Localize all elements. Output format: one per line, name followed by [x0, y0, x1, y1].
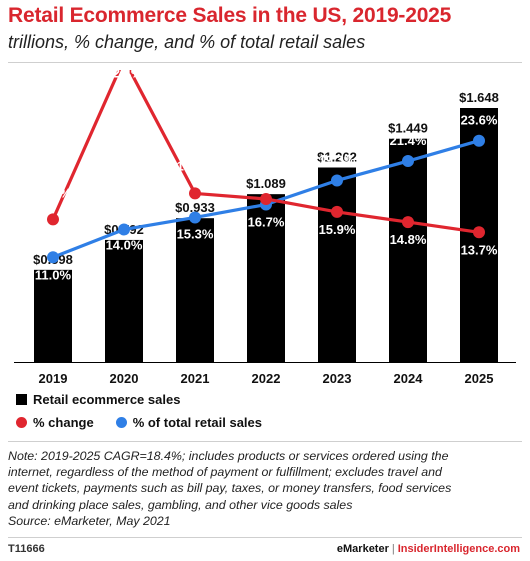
- chart-title: Retail Ecommerce Sales in the US, 2019-2…: [8, 4, 452, 27]
- x-tick-label: 2021: [181, 371, 210, 386]
- change-point: [473, 226, 485, 239]
- note-divider: [8, 441, 522, 442]
- x-tick-label: 2022: [252, 371, 281, 386]
- bar: [247, 194, 285, 362]
- change-value-label: 14.8%: [390, 232, 427, 247]
- share-value-label: 19.3%: [319, 152, 356, 167]
- legend-change-label: % change: [33, 415, 94, 430]
- change-value-label: 15.9%: [319, 222, 356, 237]
- change-value-label: 15.1%: [35, 185, 72, 200]
- legend-lines: % change % of total retail sales: [16, 415, 262, 430]
- note-line: internet, regardless of the method of pa…: [8, 465, 442, 480]
- share-point: [402, 155, 414, 168]
- footnote: Note: 2019-2025 CAGR=18.4%; includes pro…: [8, 448, 520, 529]
- x-tick-label: 2025: [465, 371, 494, 386]
- share-point: [189, 211, 201, 224]
- bar-value-label: $0.933: [175, 200, 215, 215]
- x-tick-label: 2023: [323, 371, 352, 386]
- share-value-label: 21.4%: [390, 133, 427, 148]
- change-value-label: 13.7%: [461, 242, 498, 257]
- share-value-label: 11.0%: [35, 267, 72, 282]
- share-point: [118, 223, 130, 236]
- change-point: [331, 205, 343, 218]
- share-point: [331, 174, 343, 187]
- note-line: and drinking place sales, gambling, and …: [8, 497, 353, 512]
- change-point: [189, 187, 201, 200]
- brand-insider: InsiderIntelligence.com: [397, 543, 520, 555]
- bar: [389, 138, 427, 362]
- change-value-label: 32.4%: [106, 70, 143, 80]
- x-tick-label: 2020: [110, 371, 139, 386]
- bar-value-label: $1.449: [388, 121, 428, 136]
- top-divider: [8, 62, 522, 63]
- x-tick-label: 2024: [394, 371, 424, 386]
- share-value-label: 23.6%: [461, 113, 498, 128]
- bar-value-label: $1.089: [246, 176, 286, 191]
- legend-bars-label: Retail ecommerce sales: [33, 392, 181, 407]
- share-point: [473, 134, 485, 147]
- legend-share: % of total retail sales: [115, 415, 263, 430]
- legend-share-label: % of total retail sales: [132, 415, 263, 430]
- footer-divider: [8, 537, 522, 538]
- bar-value-label: $1.262: [317, 149, 357, 164]
- legend-bar-swatch: [16, 394, 27, 405]
- source-line: Source: eMarketer, May 2021: [8, 513, 171, 528]
- legend-change-dot: [16, 417, 27, 428]
- bar-value-label: $1.648: [459, 90, 499, 105]
- change-value-label: 17.3%: [248, 165, 285, 180]
- bar: [176, 218, 214, 362]
- bar: [105, 239, 143, 362]
- brand-credit: eMarketer | InsiderIntelligence.com: [337, 543, 520, 555]
- share-value-label: 14.0%: [106, 238, 143, 253]
- share-value-label: 16.7%: [248, 215, 285, 230]
- share-point: [47, 251, 59, 264]
- x-tick-label: 2019: [39, 371, 68, 386]
- change-point: [260, 192, 272, 205]
- chart-id: T11666: [8, 543, 45, 555]
- bar: [34, 269, 72, 362]
- note-line: event tickets, payments such as bill pay…: [8, 481, 452, 496]
- combo-chart: $0.598$0.792$0.933$1.089$1.262$1.449$1.6…: [14, 70, 516, 386]
- note-line: Note: 2019-2025 CAGR=18.4%; includes pro…: [8, 449, 449, 463]
- bar: [318, 167, 356, 362]
- legend-share-dot: [115, 417, 127, 428]
- legend-bars: Retail ecommerce sales: [16, 392, 180, 407]
- chart-subtitle: trillions, % change, and % of total reta…: [8, 32, 366, 52]
- change-point: [47, 213, 59, 226]
- brand-separator: |: [391, 543, 395, 555]
- brand-emarketer: eMarketer: [336, 543, 389, 555]
- share-value-label: 15.3%: [177, 226, 214, 241]
- legend-change: % change: [16, 415, 94, 430]
- change-value-label: 17.9%: [177, 158, 214, 173]
- change-point: [402, 216, 414, 229]
